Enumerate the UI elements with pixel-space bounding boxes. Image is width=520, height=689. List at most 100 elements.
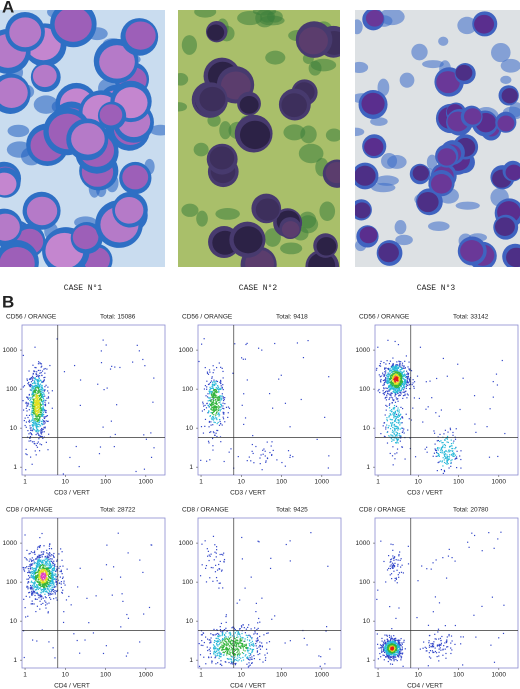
event-dot [392,655,394,657]
background-cell [7,124,30,138]
event-dot [215,552,217,554]
event-dot [497,455,499,458]
event-dot [216,429,218,432]
event-dot [30,440,32,442]
event-dot [210,641,212,644]
event-dot [199,654,202,656]
event-dot [389,567,391,570]
event-dot [448,633,450,636]
event-dot [246,342,248,344]
event-dot [232,660,234,662]
event-dot [448,454,451,456]
event-dot [29,437,31,439]
event-dot [35,589,37,591]
event-dot [38,572,41,574]
event-dot [389,383,391,385]
event-dot [208,559,210,562]
event-dot [223,645,225,647]
event-dot [402,395,405,397]
event-dot [219,560,221,563]
event-dot [150,456,153,458]
event-dot [31,421,34,424]
event-dot [232,654,234,656]
event-dot [225,650,227,653]
event-dot [250,643,252,646]
event-dot [397,370,399,372]
event-dot [383,375,385,378]
event-dot [35,375,38,377]
event-dot [44,591,46,593]
event-dot [35,403,37,405]
background-cell [370,117,388,126]
event-dot [226,644,228,646]
event-dot [392,421,394,424]
event-dot [36,428,38,430]
event-dot [386,647,388,650]
event-dot [63,580,65,582]
event-dot [50,580,53,582]
event-dot [274,342,276,345]
event-dot [246,647,248,650]
event-dot [46,563,48,565]
event-dot [207,373,210,375]
event-dot [442,444,444,446]
event-dot [392,363,394,365]
event-dot [377,589,379,591]
event-dot [266,441,268,443]
event-dot [406,372,409,374]
event-dot [389,379,391,381]
event-dot [46,590,48,592]
event-dot [441,448,443,450]
event-dot [51,580,53,582]
event-dot [445,457,447,459]
event-dot [41,561,43,564]
event-dot [391,419,393,421]
y-axis-label: CD8 / ORANGE [182,507,229,514]
event-dot [119,366,121,369]
event-dot [48,570,51,572]
total-label: Total: 15086 [100,314,136,321]
event-dot [263,634,265,636]
event-dot [210,380,213,382]
event-dot [35,421,37,423]
event-dot [453,455,455,457]
event-dot [453,440,455,442]
event-dot [244,358,247,360]
event-dot [408,361,410,363]
event-dot [222,587,224,589]
event-dot [227,412,229,414]
event-dot [392,543,394,546]
event-dot [213,628,215,631]
event-dot [208,420,211,423]
event-dot [390,414,392,416]
event-dot [251,638,253,640]
event-dot [57,579,59,581]
event-dot [402,367,404,369]
event-dot [38,413,41,416]
event-dot [142,358,144,361]
event-dot [200,426,203,428]
event-dot [38,394,40,397]
event-dot [36,392,38,395]
event-dot [62,621,65,624]
event-dot [407,373,409,375]
event-dot [379,652,381,655]
event-dot [388,380,390,382]
event-dot [391,387,393,389]
event-dot [393,638,395,640]
event-dot [438,454,440,456]
event-dot [27,615,29,617]
event-dot [392,376,394,378]
event-dot [452,434,454,436]
event-dot [43,567,45,569]
event-dot [216,397,218,399]
event-dot [36,415,38,417]
event-dot [448,456,450,458]
event-dot [401,416,404,418]
event-dot [139,641,141,643]
event-dot [394,391,396,394]
event-dot [389,640,391,642]
event-dot [383,382,386,384]
event-dot [230,636,232,638]
event-dot [35,394,38,396]
